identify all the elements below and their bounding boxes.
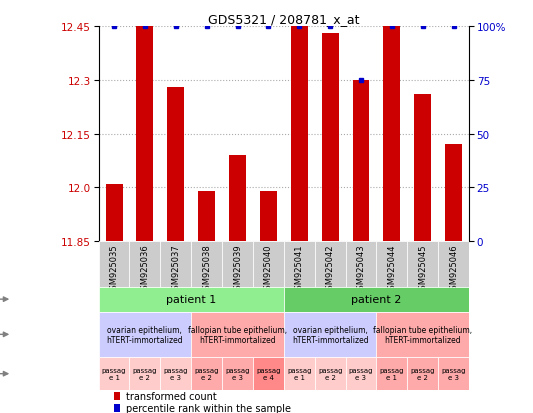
Bar [114,392,120,400]
Text: ovarian epithelium,
hTERT-immortalized: ovarian epithelium, hTERT-immortalized [292,325,368,344]
Bar [376,357,407,390]
Bar [106,184,123,242]
Text: passag
e 3: passag e 3 [349,367,373,380]
Text: passag
e 3: passag e 3 [441,367,466,380]
Bar [130,357,160,390]
Bar [136,27,154,242]
Text: passag
e 2: passag e 2 [410,367,435,380]
Bar [284,287,469,312]
Title: GDS5321 / 208781_x_at: GDS5321 / 208781_x_at [208,13,360,26]
Bar [407,242,438,287]
Bar [352,81,369,242]
Bar [414,95,431,242]
Bar [99,287,284,312]
Bar [114,404,120,412]
Bar [445,145,462,242]
Bar [160,357,191,390]
Text: passag
e 2: passag e 2 [133,367,157,380]
Bar [438,242,469,287]
Bar [222,242,253,287]
Bar [438,357,469,390]
Text: GSM925043: GSM925043 [357,243,366,294]
Text: passag
e 3: passag e 3 [164,367,188,380]
Bar [191,357,222,390]
Text: GSM925036: GSM925036 [140,243,149,294]
Bar [284,242,314,287]
Bar [130,242,160,287]
Bar [253,242,284,287]
Bar [314,357,345,390]
Bar [191,242,222,287]
Text: patient 2: patient 2 [351,294,402,304]
Bar [321,34,338,242]
Text: fallopian tube epithelium,
hTERT-immortalized: fallopian tube epithelium, hTERT-immorta… [373,325,472,344]
Text: passag
e 2: passag e 2 [195,367,219,380]
Bar [99,357,130,390]
Text: passag
e 1: passag e 1 [102,367,126,380]
Text: GSM925038: GSM925038 [202,243,211,294]
Text: GSM925037: GSM925037 [171,243,180,294]
Text: GSM925040: GSM925040 [264,243,273,294]
Text: fallopian tube epithelium,
hTERT-immortalized: fallopian tube epithelium, hTERT-immorta… [188,325,287,344]
Text: GSM925046: GSM925046 [449,243,458,294]
Bar [284,312,376,357]
Text: passag
e 2: passag e 2 [318,367,342,380]
Bar [376,242,407,287]
Bar [345,242,376,287]
Bar [160,242,191,287]
Bar [191,312,284,357]
Text: passag
e 1: passag e 1 [287,367,311,380]
Text: ovarian epithelium,
hTERT-immortalized: ovarian epithelium, hTERT-immortalized [107,325,183,344]
Text: passag
e 1: passag e 1 [379,367,404,380]
Text: patient 1: patient 1 [166,294,216,304]
Text: passag
e 3: passag e 3 [225,367,250,380]
Text: GSM925041: GSM925041 [295,243,304,294]
Bar [407,357,438,390]
Bar [376,312,469,357]
Text: GSM925042: GSM925042 [326,243,335,294]
Text: transformed count: transformed count [126,391,217,401]
Bar [383,27,400,242]
Text: GSM925035: GSM925035 [110,243,118,294]
Text: percentile rank within the sample: percentile rank within the sample [126,403,291,413]
Text: GSM925044: GSM925044 [387,243,397,294]
Bar [99,312,191,357]
Bar [260,192,277,242]
Text: GSM925039: GSM925039 [233,243,242,294]
Bar [222,357,253,390]
Bar [229,156,246,242]
Bar [284,357,314,390]
Bar [167,88,184,242]
Bar [99,242,130,287]
Bar [253,357,284,390]
Text: passag
e 4: passag e 4 [256,367,281,380]
Bar [198,192,215,242]
Text: GSM925045: GSM925045 [418,243,427,294]
Bar [314,242,345,287]
Bar [291,27,308,242]
Bar [345,357,376,390]
